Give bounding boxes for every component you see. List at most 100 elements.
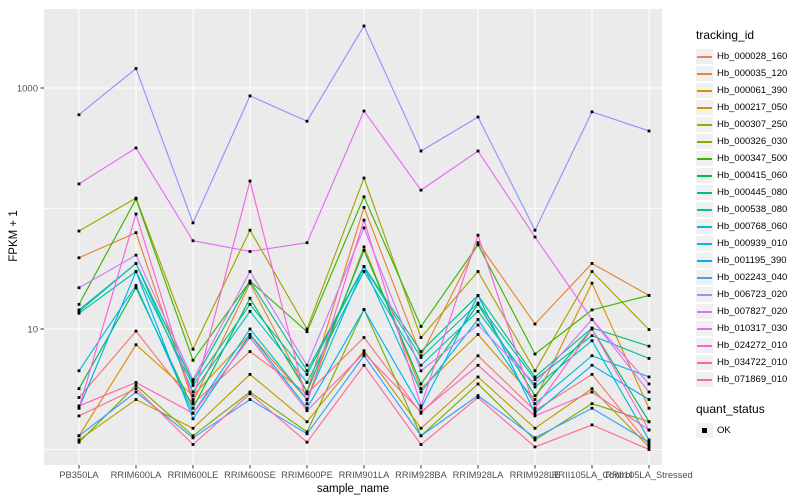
data-point: [248, 270, 252, 273]
legend-label: Hb_000035_120: [717, 68, 788, 79]
legend-label-ok: OK: [717, 425, 731, 436]
series-color-swatch: [697, 55, 712, 58]
data-point: [77, 286, 81, 290]
data-point: [77, 404, 81, 408]
data-point: [305, 432, 309, 436]
x-tick-label: RRIM600LE: [168, 470, 219, 480]
data-point: [419, 336, 423, 339]
data-point: [533, 369, 537, 373]
data-point: [362, 206, 366, 209]
data-point: [533, 436, 537, 440]
data-point: [419, 354, 423, 358]
legend-key-line: [696, 134, 713, 149]
data-point: [590, 262, 594, 265]
data-point: [590, 387, 594, 391]
series-color-swatch: [697, 106, 712, 109]
data-point: [77, 387, 81, 391]
data-point: [362, 265, 366, 268]
data-point: [476, 375, 480, 379]
legend-entry-Hb_000035_120: Hb_000035_120: [696, 65, 800, 82]
data-point: [305, 440, 309, 444]
legend-entry-Hb_034722_010: Hb_034722_010: [696, 354, 800, 371]
data-point: [590, 327, 594, 331]
data-point: [305, 390, 309, 394]
data-point: [362, 349, 366, 353]
data-point: [533, 402, 537, 406]
data-point: [476, 396, 480, 399]
x-tick-label: RRII105LA_Stressed: [605, 470, 692, 480]
data-point: [248, 279, 252, 283]
data-point: [590, 372, 594, 376]
data-point: [533, 375, 537, 379]
data-point: [362, 245, 366, 249]
data-point: [134, 398, 138, 401]
data-point: [533, 322, 537, 326]
series-color-swatch: [697, 361, 712, 364]
data-point: [647, 448, 651, 451]
data-point: [134, 231, 138, 235]
data-point: [191, 426, 195, 430]
legend-key-line: [696, 338, 713, 353]
legend-label: Hb_000028_160: [717, 51, 788, 62]
series-color-swatch: [697, 123, 712, 126]
data-point: [419, 410, 423, 414]
data-point: [419, 363, 423, 367]
legend-key-line: [696, 321, 713, 336]
data-point: [419, 443, 423, 446]
data-point: [305, 420, 309, 424]
data-point: [476, 233, 480, 237]
data-point: [590, 270, 594, 273]
legend-label: Hb_034722_010: [717, 357, 788, 368]
legend-key-line: [696, 168, 713, 183]
data-point: [419, 188, 423, 192]
series-color-swatch: [697, 293, 712, 296]
data-point: [248, 250, 252, 253]
data-point: [362, 226, 366, 230]
data-point: [362, 109, 366, 113]
data-point: [191, 378, 195, 382]
legend-entry-Hb_000217_050: Hb_000217_050: [696, 99, 800, 116]
data-point: [647, 420, 651, 424]
series-color-swatch: [697, 327, 712, 330]
data-point: [419, 390, 423, 394]
series-color-swatch: [697, 174, 712, 177]
legend-key-line: [696, 219, 713, 234]
data-point: [362, 363, 366, 367]
data-point: [647, 390, 651, 394]
series-color-swatch: [697, 310, 712, 313]
legend-entry-Hb_000538_080: Hb_000538_080: [696, 201, 800, 218]
legend-entry-Hb_000028_160: Hb_000028_160: [696, 48, 800, 65]
data-point: [647, 344, 651, 348]
series-color-swatch: [697, 225, 712, 228]
data-point: [419, 426, 423, 430]
x-tick-label: RRIM901LA: [339, 470, 390, 480]
series-color-swatch: [697, 89, 712, 92]
data-point: [590, 390, 594, 394]
legend-entry-Hb_000307_250: Hb_000307_250: [696, 116, 800, 133]
data-point: [419, 369, 423, 373]
data-point: [305, 406, 309, 410]
data-point: [419, 325, 423, 328]
data-point: [77, 256, 81, 260]
legend-entry-Hb_002243_040: Hb_002243_040: [696, 269, 800, 286]
data-point: [248, 94, 252, 98]
data-point: [590, 423, 594, 427]
data-point: [647, 438, 651, 442]
legend-entry-Hb_000768_060: Hb_000768_060: [696, 218, 800, 235]
data-point: [305, 363, 309, 367]
y-tick-label: 10: [27, 325, 38, 336]
legend-label: Hb_000538_080: [717, 204, 788, 215]
data-point: [476, 149, 480, 153]
legend-entry-Hb_071869_010: Hb_071869_010: [696, 371, 800, 388]
legend-entry-ok: OK: [696, 422, 800, 439]
x-tick-label: PB350LA: [59, 470, 99, 480]
data-point: [476, 309, 480, 313]
legend-key-line: [696, 304, 713, 319]
data-point: [362, 308, 366, 311]
data-point: [476, 270, 480, 273]
data-point: [305, 372, 309, 376]
series-color-swatch: [697, 157, 712, 160]
legend-key-line: [696, 236, 713, 251]
